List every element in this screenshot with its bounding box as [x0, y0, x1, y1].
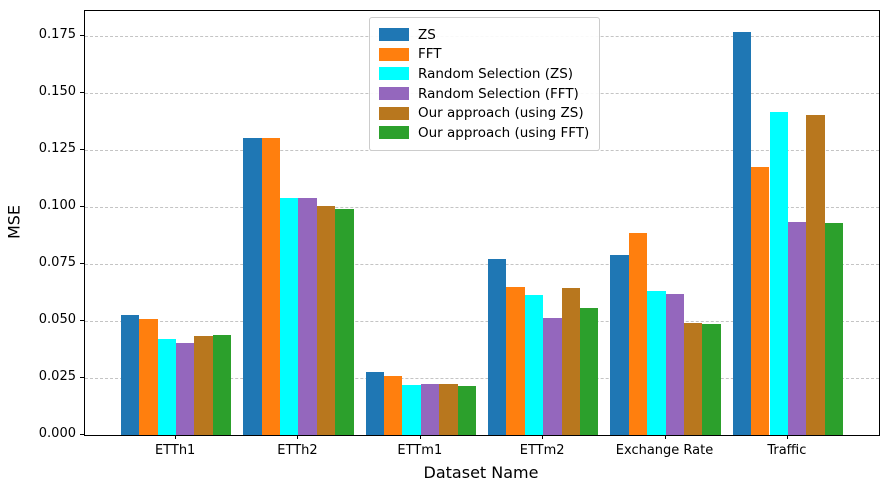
- bar-Exchange Rate-Random Selection (ZS): [647, 291, 666, 435]
- bar-Traffic-FFT: [751, 167, 770, 435]
- y-tick-label: 0.175: [38, 27, 76, 43]
- bar-ETTm2-Our approach (using ZS): [561, 287, 580, 435]
- gridline-y-0.100: [85, 207, 879, 209]
- bar-ETTm2-Random Selection (ZS): [524, 294, 544, 435]
- legend-swatch-icon: [379, 28, 409, 42]
- x-tick-mark: [419, 435, 421, 439]
- bar-ETTm1-Our approach (using FFT): [457, 386, 476, 435]
- legend-item: Our approach (using FFT): [379, 123, 589, 143]
- legend-swatch-icon: [379, 106, 409, 120]
- y-tick-mark: [80, 35, 84, 37]
- legend-swatch-icon: [379, 126, 409, 140]
- legend-swatch-icon: [379, 67, 409, 81]
- x-tick-label-Traffic: Traffic: [767, 443, 807, 458]
- bar-ETTh1-Our approach (using ZS): [194, 335, 213, 435]
- bar-ETTm1-ZS: [365, 372, 385, 435]
- x-tick-mark: [664, 435, 666, 439]
- bar-ETTm1-FFT: [384, 375, 403, 435]
- bar-ETTh2-Random Selection (FFT): [298, 197, 317, 435]
- x-tick-label-ETTh2: ETTh2: [277, 443, 318, 458]
- bar-ETTh2-Random Selection (ZS): [280, 197, 299, 435]
- bar-Exchange Rate-Random Selection (FFT): [665, 293, 684, 435]
- y-tick-label: 0.150: [38, 84, 76, 100]
- x-tick-label-ETTh1: ETTh1: [154, 443, 196, 458]
- y-tick-label: 0.100: [38, 198, 76, 214]
- bar-ETTm2-ZS: [488, 259, 507, 435]
- legend-label: Random Selection (ZS): [418, 65, 574, 82]
- bar-ETTh1-Random Selection (FFT): [176, 342, 195, 435]
- legend-swatch-icon: [379, 87, 409, 101]
- x-tick-label-ETTm1: ETTm1: [397, 443, 443, 458]
- legend-label: Random Selection (FFT): [418, 85, 579, 102]
- y-tick-label: 0.125: [38, 141, 76, 157]
- bar-Traffic-Random Selection (ZS): [769, 112, 788, 435]
- gridline-y-0.075: [85, 264, 879, 266]
- y-tick-mark: [80, 263, 84, 265]
- y-tick-mark: [80, 149, 84, 151]
- bar-ETTh2-Our approach (using ZS): [316, 205, 336, 435]
- legend-item: Random Selection (ZS): [379, 64, 589, 84]
- gridline-y-0.025: [85, 378, 879, 379]
- bar-ETTm2-FFT: [506, 286, 525, 435]
- bar-ETTm2-Random Selection (FFT): [543, 317, 562, 435]
- bar-ETTh2-Our approach (using FFT): [335, 209, 354, 435]
- legend: ZS FFT Random Selection (ZS) Random Selecti…: [369, 17, 601, 151]
- y-tick-mark: [80, 92, 84, 94]
- x-axis-title: Dataset Name: [423, 463, 539, 482]
- bar-ETTh1-ZS: [121, 315, 140, 435]
- bar-Exchange Rate-ZS: [610, 254, 629, 435]
- gridline-y-0.050: [85, 321, 879, 323]
- bar-ETTm1-Random Selection (ZS): [402, 384, 421, 435]
- legend-label: ZS: [418, 26, 436, 43]
- bar-Traffic-Random Selection (FFT): [787, 221, 807, 435]
- bar-ETTh1-FFT: [139, 318, 158, 435]
- bar-ETTm1-Random Selection (FFT): [420, 383, 440, 435]
- y-tick-mark: [80, 377, 84, 378]
- y-tick-mark: [80, 206, 84, 208]
- legend-item: Our approach (using ZS): [379, 103, 589, 123]
- legend-item: Random Selection (FFT): [379, 84, 589, 104]
- bar-Exchange Rate-FFT: [628, 233, 648, 435]
- x-tick-mark: [175, 435, 177, 439]
- y-tick-label: 0.075: [38, 255, 76, 271]
- bar-ETTh1-Our approach (using FFT): [212, 334, 232, 435]
- y-tick-label: 0.000: [38, 426, 76, 441]
- legend-label: Our approach (using ZS): [418, 105, 584, 122]
- legend-item: ZS: [379, 25, 589, 45]
- y-tick-label: 0.050: [38, 312, 76, 328]
- bar-ETTm1-Our approach (using ZS): [439, 383, 458, 435]
- x-tick-label-Exchange Rate: Exchange Rate: [615, 443, 714, 458]
- bar-Exchange Rate-Our approach (using FFT): [702, 324, 721, 435]
- legend-label: Our approach (using FFT): [418, 124, 590, 141]
- y-tick-mark: [80, 434, 84, 435]
- x-tick-mark: [297, 435, 299, 439]
- x-tick-mark: [786, 435, 788, 439]
- bar-ETTh2-FFT: [261, 137, 281, 435]
- x-tick-mark: [542, 435, 544, 439]
- bar-Traffic-Our approach (using ZS): [806, 114, 825, 435]
- legend-swatch-icon: [379, 47, 409, 61]
- bar-ETTm2-Our approach (using FFT): [579, 308, 599, 435]
- bar-Traffic-Our approach (using FFT): [824, 223, 843, 435]
- y-tick-label: 0.025: [38, 369, 76, 384]
- legend-label: FFT: [418, 46, 442, 63]
- bar-ETTh2-ZS: [243, 137, 262, 435]
- bar-Exchange Rate-Our approach (using ZS): [683, 323, 703, 435]
- bar-ETTh1-Random Selection (ZS): [157, 339, 177, 435]
- plot-area: ZS FFT Random Selection (ZS) Random Selecti…: [84, 10, 880, 436]
- legend-item: FFT: [379, 45, 589, 65]
- y-tick-mark: [80, 320, 84, 322]
- bar-Traffic-ZS: [732, 31, 752, 435]
- x-tick-label-ETTm2: ETTm2: [519, 443, 565, 458]
